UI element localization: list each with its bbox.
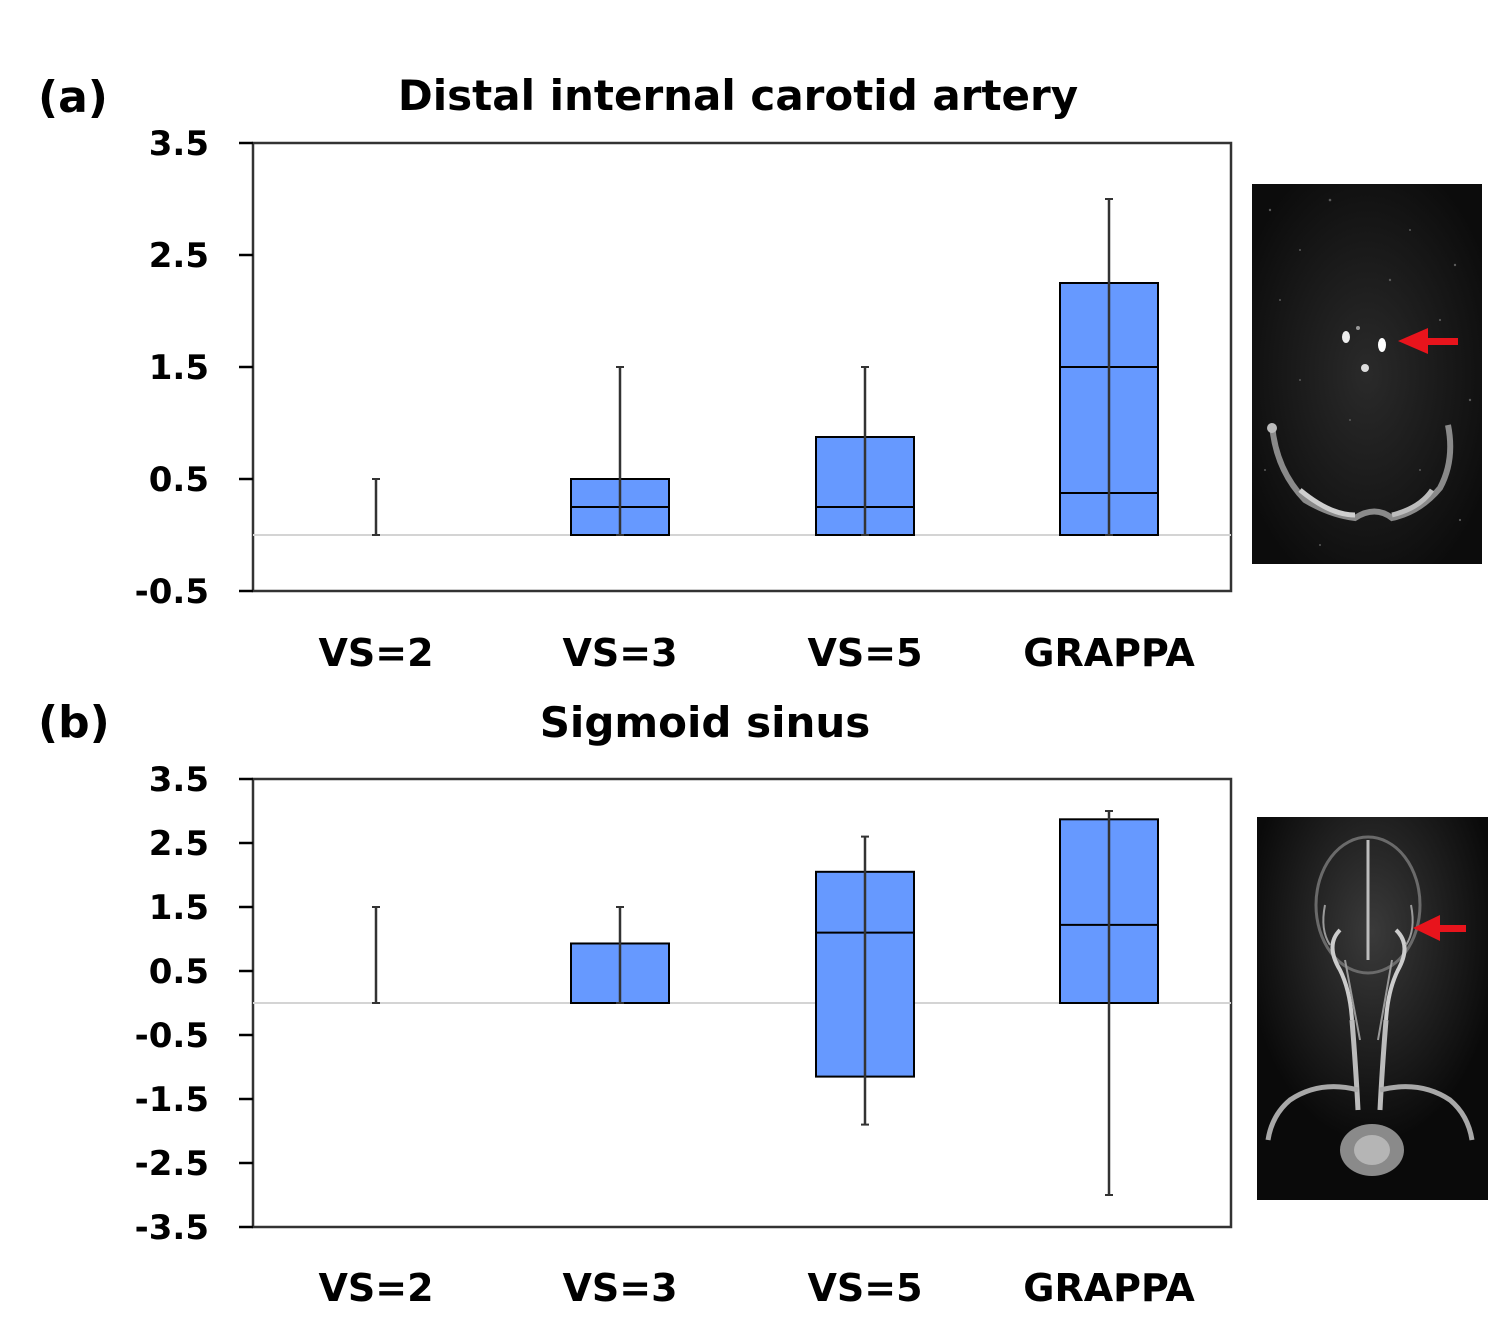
inset-image-b	[1257, 817, 1488, 1200]
chart-title-a: Distal internal carotid artery	[398, 71, 1078, 120]
y-tick-label: 1.5	[149, 348, 209, 388]
plot-area-b: 3.5 2.5 1.5 0.5 -0.5 -1.5 -2.5 -3.5 VS=2 VS=3 VS=5…	[135, 760, 1233, 1310]
y-tick-label: -0.5	[135, 572, 209, 612]
y-tick-label: 3.5	[149, 760, 209, 800]
category-label: VS=5	[807, 631, 922, 675]
box-vs-5	[815, 835, 915, 1126]
y-tick-label: 3.5	[149, 124, 209, 164]
panel-b: (b) Sigmoid sinus 3.5 2.5 1.5 0.5 -0.5 -1.5 -2…	[38, 697, 1488, 1310]
category-label: GRAPPA	[1023, 1266, 1195, 1310]
inset-image-a	[1252, 184, 1482, 564]
panel-label-a: (a)	[38, 72, 108, 123]
box-grappa	[1059, 810, 1159, 1196]
category-label: VS=3	[562, 631, 677, 675]
y-tick-label: -0.5	[135, 1016, 209, 1056]
y-tick-label: 0.5	[149, 952, 209, 992]
category-label: VS=5	[807, 1266, 922, 1310]
category-label: VS=3	[562, 1266, 677, 1310]
y-tick-label: 2.5	[149, 236, 209, 276]
category-label: VS=2	[318, 1266, 433, 1310]
y-tick-label: 1.5	[149, 888, 209, 928]
box-vs-5	[815, 366, 915, 536]
y-tick-label: -2.5	[135, 1144, 209, 1184]
box-vs-2	[372, 478, 380, 536]
box-vs-3	[570, 366, 670, 536]
chart-title-b: Sigmoid sinus	[540, 698, 871, 747]
box-vs-2	[372, 906, 380, 1004]
category-label: GRAPPA	[1023, 631, 1195, 675]
y-tick-label: -1.5	[135, 1080, 209, 1120]
y-tick-label: 0.5	[149, 460, 209, 500]
box-vs-3	[570, 906, 670, 1004]
category-label: VS=2	[318, 631, 433, 675]
box-grappa	[1059, 198, 1159, 536]
y-tick-label: -3.5	[135, 1208, 209, 1248]
y-tick-label: 2.5	[149, 824, 209, 864]
arrow-icon	[1398, 328, 1458, 354]
plot-area-a: 3.5 2.5 1.5 0.5 -0.5 VS=2 VS=3 VS=5 GRAPPA	[135, 124, 1233, 675]
panel-label-b: (b)	[38, 697, 110, 748]
panel-a: (a) Distal internal carotid artery 3.5 2.…	[38, 71, 1482, 675]
arrow-icon	[1413, 915, 1466, 941]
